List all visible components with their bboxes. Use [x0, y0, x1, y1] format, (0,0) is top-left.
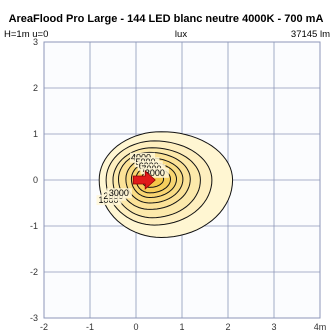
- x-tick-label: 0: [133, 322, 138, 332]
- y-tick-label: -2: [30, 267, 38, 277]
- chart-title: AreaFlood Pro Large - 144 LED blanc neut…: [9, 13, 324, 25]
- x-tick-label: 1: [179, 322, 184, 332]
- mounting-label: H=1m u=0: [4, 29, 48, 40]
- source-marker: [132, 170, 156, 190]
- y-tick-label: -3: [30, 313, 38, 323]
- x-tick-label: 3: [271, 322, 276, 332]
- x-tick-label: 4m: [314, 322, 327, 332]
- y-tick-label: 2: [33, 83, 38, 93]
- source-arrow-icon: [132, 170, 156, 190]
- x-tick-label: 2: [225, 322, 230, 332]
- y-axis-ticks: 3 2 1 0 -1 -2 -3: [30, 37, 38, 323]
- y-tick-label: -1: [30, 221, 38, 231]
- y-tick-label: 0: [33, 175, 38, 185]
- x-axis-ticks: -2 -1 0 1 2 3 4m: [40, 322, 326, 332]
- x-tick-label: -2: [40, 322, 48, 332]
- contour-label-3000: 3000: [109, 188, 129, 198]
- flux-label: 37145 lm: [291, 29, 330, 40]
- y-tick-label: 1: [33, 129, 38, 139]
- contour-label-bg: [143, 167, 169, 178]
- y-tick-label: 3: [33, 37, 38, 47]
- contour-label-bg: [106, 188, 132, 199]
- contour-labels: 10002000300040005000600070008000: [96, 152, 169, 206]
- contour-label-8000: 8000: [145, 168, 165, 178]
- x-tick-label: -1: [86, 322, 94, 332]
- unit-label: lux: [175, 29, 187, 40]
